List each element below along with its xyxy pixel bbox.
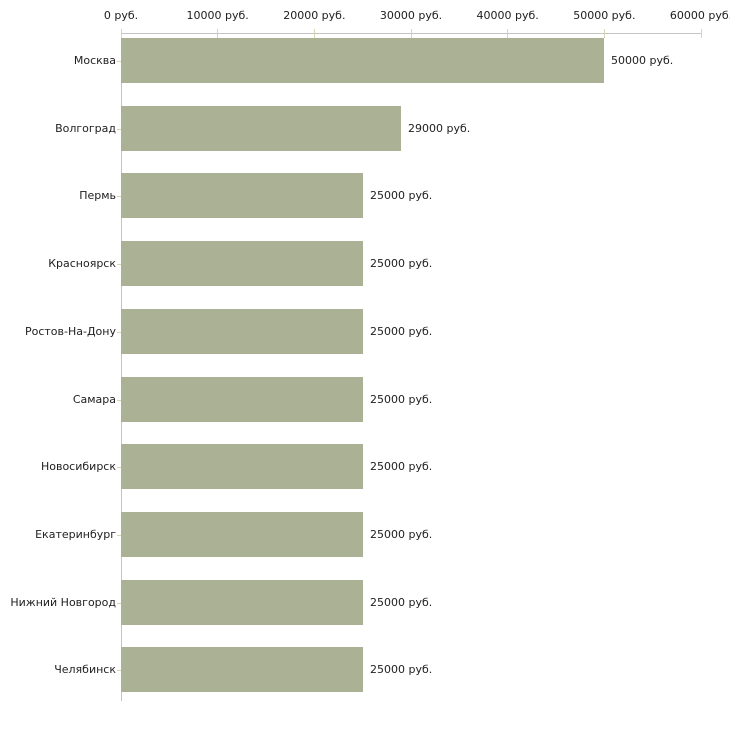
y-axis-tick (117, 128, 121, 130)
chart-row: Екатеринбург 25000 руб. (0, 511, 730, 557)
y-axis-line (121, 33, 122, 701)
bar (121, 444, 363, 490)
bar (121, 105, 401, 151)
chart-row: Челябинск 25000 руб. (0, 647, 730, 693)
x-axis-tick-label: 40000 руб. (476, 9, 539, 22)
value-label: 25000 руб. (370, 595, 433, 609)
x-axis-tick-label: 0 руб. (103, 9, 139, 22)
x-axis-tick-label: 20000 руб. (283, 9, 346, 22)
value-label: 25000 руб. (370, 527, 433, 541)
value-label: 25000 руб. (370, 663, 433, 677)
category-label: Екатеринбург (35, 527, 116, 541)
value-label: 25000 руб. (370, 392, 433, 406)
x-axis-tick (313, 29, 315, 38)
value-label: 25000 руб. (370, 460, 433, 474)
bar (121, 173, 363, 219)
category-label: Самара (72, 392, 116, 406)
y-axis-tick (117, 264, 121, 266)
chart-row: Нижний Новгород 25000 руб. (0, 579, 730, 625)
x-axis-tick (217, 29, 219, 38)
x-axis-tick (120, 29, 122, 38)
chart-row: Москва 50000 руб. (0, 38, 730, 83)
y-axis-tick (117, 61, 121, 62)
value-label: 25000 руб. (370, 324, 433, 338)
category-label: Москва (73, 54, 116, 67)
bar (121, 647, 363, 693)
bar (121, 308, 363, 354)
x-axis-tick-label: 50000 руб. (573, 9, 636, 22)
category-label: Волгоград (55, 121, 116, 135)
chart-row: Пермь 25000 руб. (0, 173, 730, 219)
bar (121, 511, 363, 557)
x-axis-tick (507, 29, 509, 38)
y-axis-tick (117, 467, 121, 469)
y-axis-tick (117, 196, 121, 198)
y-axis-tick (117, 399, 121, 401)
chart-row: Новосибирск 25000 руб. (0, 444, 730, 490)
chart-row: Ростов-На-Дону 25000 руб. (0, 308, 730, 354)
y-axis-tick (117, 534, 121, 536)
y-axis-tick (117, 331, 121, 333)
x-axis-tick-label: 30000 руб. (379, 9, 443, 22)
chart-row: Самара 25000 руб. (0, 376, 730, 422)
category-label: Челябинск (54, 663, 116, 677)
chart-row: Красноярск 25000 руб. (0, 241, 730, 287)
x-axis-tick-label: 10000 руб. (186, 9, 249, 22)
chart-row: Волгоград 29000 руб. (0, 105, 730, 151)
x-axis-tick-label: 60000 руб. (669, 9, 730, 22)
x-axis-tick (700, 29, 702, 38)
value-label: 25000 руб. (370, 189, 433, 203)
value-label: 25000 руб. (370, 257, 433, 271)
bar (121, 241, 363, 287)
bar (121, 376, 363, 422)
category-label: Новосибирск (40, 460, 116, 474)
category-label: Пермь (79, 189, 116, 203)
y-axis-tick (117, 602, 121, 604)
bar (121, 579, 363, 625)
category-label: Ростов-На-Дону (24, 324, 116, 338)
y-axis-tick (117, 670, 121, 672)
x-axis-tick (603, 29, 605, 38)
value-label: 50000 руб. (611, 54, 674, 67)
bar (121, 38, 604, 83)
x-axis-tick (410, 29, 412, 38)
category-label: Нижний Новгород (10, 595, 116, 609)
category-label: Красноярск (48, 257, 116, 271)
value-label: 29000 руб. (408, 121, 471, 135)
